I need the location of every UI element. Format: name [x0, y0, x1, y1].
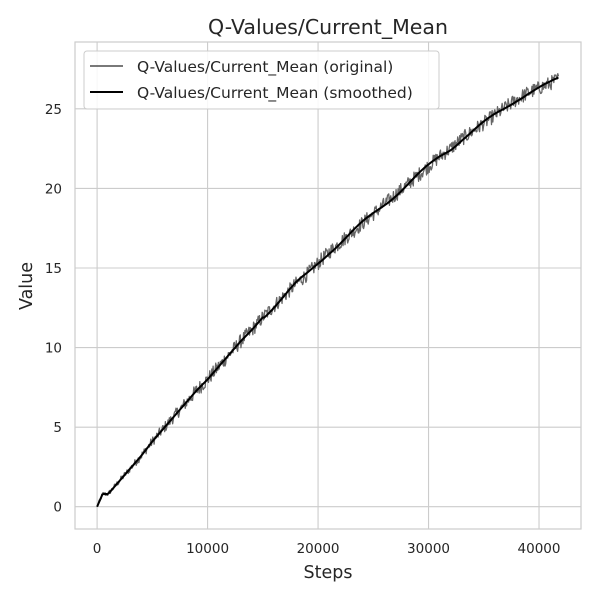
- plot-frame: [74, 41, 582, 530]
- legend-label-smoothed: Q-Values/Current_Mean (smoothed): [137, 84, 413, 103]
- x-tick-label: 10000: [186, 541, 229, 557]
- legend: Q-Values/Current_Mean (original) Q-Value…: [83, 50, 440, 110]
- series-layer: [96, 72, 560, 508]
- y-tick-labels: 0 5 10 15 20 25: [45, 102, 62, 516]
- series-line-smoothed: [96, 76, 559, 508]
- x-tick-label: 30000: [407, 541, 450, 557]
- y-tick-label: 25: [45, 102, 62, 118]
- legend-box: [83, 50, 440, 110]
- x-tick-label: 40000: [518, 541, 561, 557]
- y-tick-label: 5: [53, 420, 62, 436]
- y-tick-label: 0: [53, 500, 62, 516]
- x-tick-label: 0: [93, 541, 102, 557]
- y-axis-label: Value: [17, 262, 37, 310]
- x-axis-label: Steps: [304, 563, 353, 583]
- plot-area: [74, 41, 582, 530]
- x-tick-labels: 0 10000 20000 30000 40000: [93, 541, 561, 557]
- y-tick-label: 15: [45, 261, 62, 277]
- plot-background: [75, 42, 581, 529]
- chart-title: Q-Values/Current_Mean: [208, 15, 448, 40]
- y-tick-label: 20: [45, 181, 62, 197]
- y-tick-label: 10: [45, 341, 62, 357]
- x-tick-label: 20000: [297, 541, 340, 557]
- legend-label-original: Q-Values/Current_Mean (original): [137, 58, 393, 77]
